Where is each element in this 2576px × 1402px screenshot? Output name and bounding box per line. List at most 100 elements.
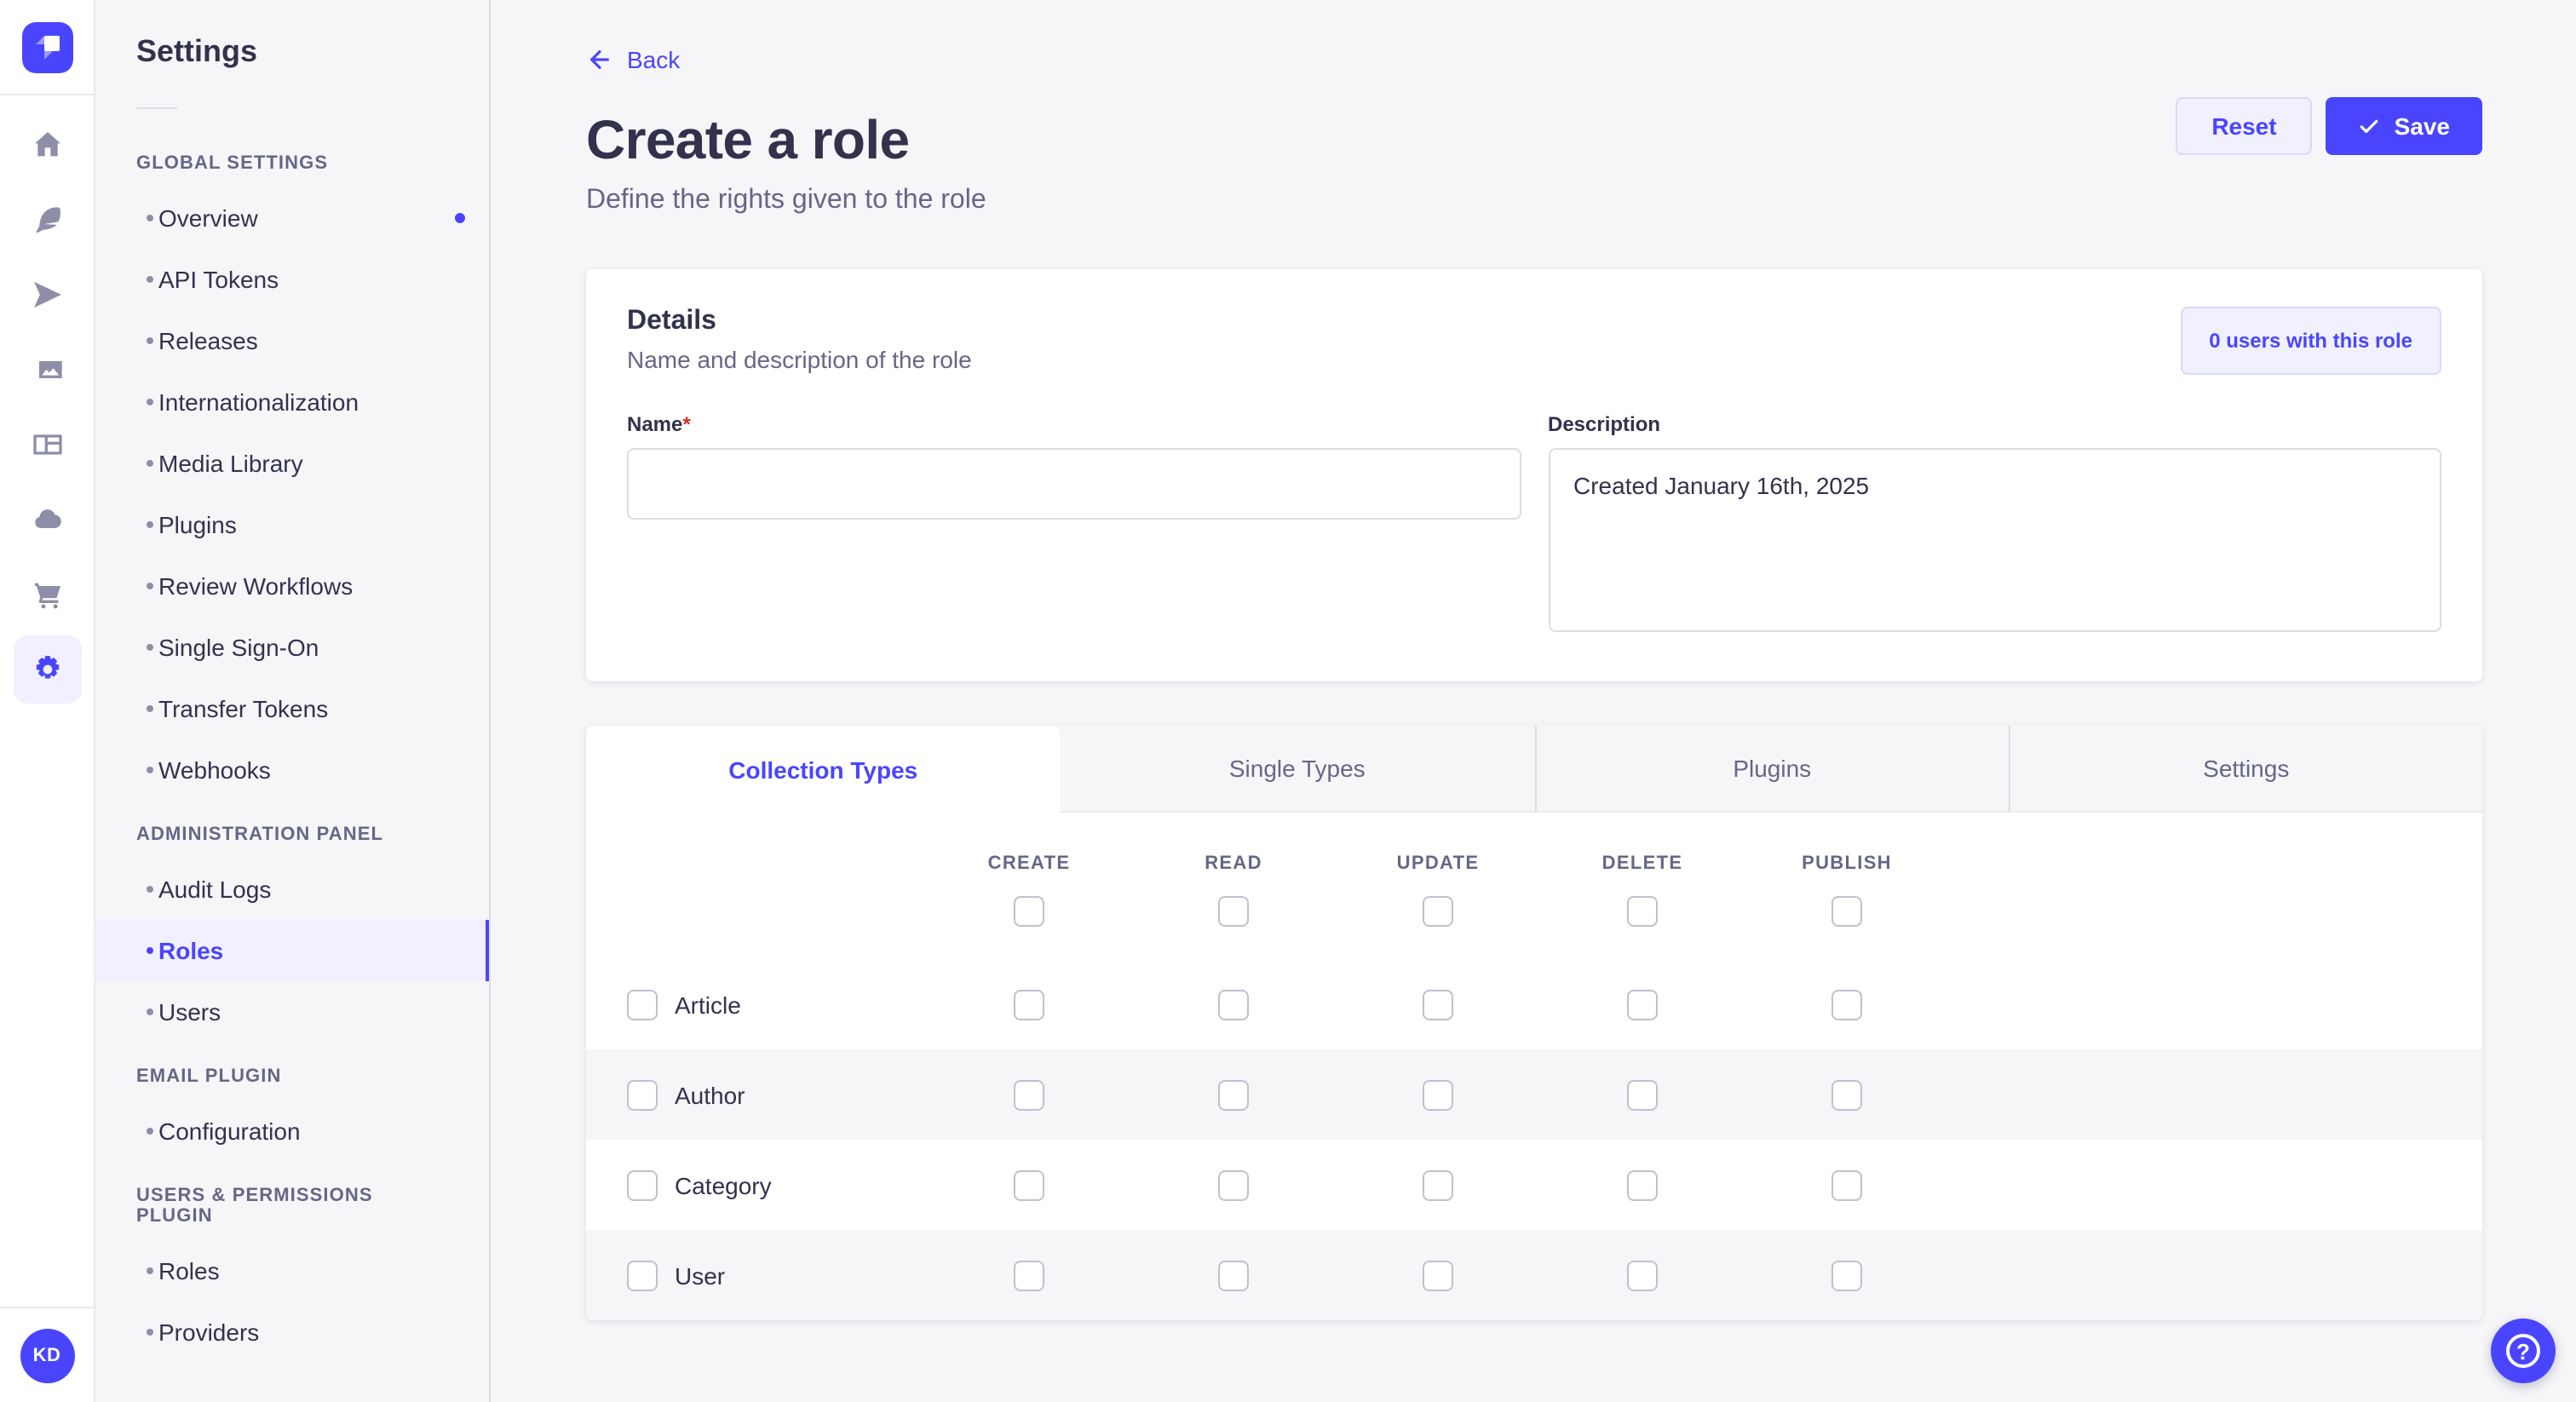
permission-checkbox-read[interactable] (1218, 1169, 1249, 1200)
permission-checkbox-update[interactable] (1423, 989, 1453, 1020)
page-subtitle: Define the rights given to the role (586, 186, 986, 215)
rail-icon-list (13, 95, 81, 1307)
table-row-category: Category (586, 1140, 2482, 1230)
sidebar-item-plugins[interactable]: Plugins (95, 494, 489, 555)
bullet-icon (147, 705, 153, 712)
select-all-publish-checkbox[interactable] (1831, 895, 1862, 926)
sidebar-item-api-tokens[interactable]: API Tokens (95, 249, 489, 310)
bullet-icon (147, 1267, 153, 1274)
column-header-delete: DELETE (1601, 853, 1683, 873)
permission-checkbox-delete[interactable] (1627, 1260, 1658, 1290)
notification-dot (455, 213, 465, 223)
rail-footer: KD (0, 1307, 95, 1402)
help-button[interactable]: ? (2491, 1319, 2556, 1383)
column-header-publish: PUBLISH (1802, 853, 1892, 873)
cloud-icon[interactable] (13, 486, 81, 554)
details-title: Details (627, 307, 716, 336)
tab-single-types[interactable]: Single Types (1228, 755, 1366, 782)
bullet-icon (147, 1128, 153, 1135)
sidebar-item-audit-logs[interactable]: Audit Logs (95, 859, 489, 920)
permission-checkbox-delete[interactable] (1627, 1169, 1658, 1200)
permission-checkbox-delete[interactable] (1627, 1079, 1658, 1110)
bullet-icon (147, 583, 153, 589)
row-select-all-checkbox[interactable] (627, 989, 658, 1020)
layout-panel-icon[interactable] (13, 411, 81, 479)
main-nav-rail: KD (0, 0, 95, 1402)
permission-checkbox-create[interactable] (1014, 989, 1044, 1020)
content-manager-feather-icon[interactable] (13, 186, 81, 254)
section-global-settings: GLOBAL SETTINGS (136, 153, 329, 174)
marketplace-cart-icon[interactable] (13, 560, 81, 629)
select-all-read-checkbox[interactable] (1218, 895, 1249, 926)
page-title: Create a role (586, 109, 910, 170)
sidebar-item-users[interactable]: Users (95, 981, 489, 1043)
tab-plugins[interactable]: Plugins (1534, 726, 2009, 811)
role-description-textarea[interactable]: Created January 16th, 2025 (1548, 448, 2441, 632)
sidebar-item-up-roles[interactable]: Roles (95, 1240, 489, 1301)
column-header-read: READ (1205, 853, 1262, 873)
permission-checkbox-publish[interactable] (1831, 1260, 1862, 1290)
select-all-update-checkbox[interactable] (1423, 895, 1453, 926)
permissions-card: Collection Types Single Types Plugins Se… (586, 726, 2482, 1320)
tab-settings[interactable]: Settings (2008, 726, 2483, 811)
bullet-icon (147, 215, 153, 221)
release-paper-plane-icon[interactable] (13, 261, 81, 329)
select-all-create-checkbox[interactable] (1014, 895, 1044, 926)
bullet-icon (147, 947, 153, 954)
row-label: Article (675, 991, 741, 1018)
table-row-article: Article (586, 959, 2482, 1049)
permission-checkbox-read[interactable] (1218, 1079, 1249, 1110)
permission-checkbox-read[interactable] (1218, 989, 1249, 1020)
row-select-all-checkbox[interactable] (627, 1260, 658, 1290)
sidebar-item-overview[interactable]: Overview (95, 187, 489, 249)
settings-gear-icon[interactable] (13, 635, 81, 704)
sidebar-item-single-sign-on[interactable]: Single Sign-On (95, 617, 489, 678)
permission-checkbox-read[interactable] (1218, 1260, 1249, 1290)
permission-checkbox-create[interactable] (1014, 1260, 1044, 1290)
row-label: User (675, 1261, 726, 1289)
bullet-icon (147, 521, 153, 528)
sidebar-item-media-library[interactable]: Media Library (95, 433, 489, 494)
bullet-icon (147, 1008, 153, 1015)
row-select-all-checkbox[interactable] (627, 1169, 658, 1200)
sidebar-item-webhooks[interactable]: Webhooks (95, 739, 489, 801)
permission-checkbox-publish[interactable] (1831, 1169, 1862, 1200)
select-all-delete-checkbox[interactable] (1627, 895, 1658, 926)
sidebar-item-roles-active[interactable]: Roles (95, 920, 489, 981)
permission-checkbox-delete[interactable] (1627, 989, 1658, 1020)
row-select-all-checkbox[interactable] (627, 1079, 658, 1110)
sidebar-item-configuration[interactable]: Configuration (95, 1100, 489, 1162)
user-avatar[interactable]: KD (20, 1328, 74, 1382)
sidebar-item-providers[interactable]: Providers (95, 1301, 489, 1363)
permission-checkbox-create[interactable] (1014, 1169, 1044, 1200)
bullet-icon (147, 1329, 153, 1336)
save-button[interactable]: Save (2326, 97, 2482, 155)
tab-collection-types[interactable]: Collection Types (586, 726, 1061, 813)
bullet-icon (147, 886, 153, 893)
bullet-icon (147, 460, 153, 467)
users-with-role-button[interactable]: 0 users with this role (2180, 307, 2441, 375)
permission-checkbox-publish[interactable] (1831, 1079, 1862, 1110)
permission-checkbox-update[interactable] (1423, 1169, 1453, 1200)
sidebar-item-transfer-tokens[interactable]: Transfer Tokens (95, 678, 489, 739)
strapi-logo[interactable] (21, 21, 72, 72)
permission-checkbox-update[interactable] (1423, 1260, 1453, 1290)
header-actions: Reset Save (2176, 97, 2482, 155)
subnav-divider (136, 107, 177, 109)
sidebar-item-releases[interactable]: Releases (95, 310, 489, 371)
bullet-icon (147, 276, 153, 283)
permission-checkbox-update[interactable] (1423, 1079, 1453, 1110)
role-name-input[interactable] (627, 448, 1521, 520)
sidebar-item-internationalization[interactable]: Internationalization (95, 371, 489, 433)
home-icon[interactable] (13, 111, 81, 179)
permission-checkbox-create[interactable] (1014, 1079, 1044, 1110)
sidebar-item-review-workflows[interactable]: Review Workflows (95, 555, 489, 617)
question-mark-icon: ? (2506, 1334, 2540, 1368)
reset-button[interactable]: Reset (2176, 97, 2313, 155)
back-link[interactable]: Back (586, 46, 680, 73)
permission-checkbox-publish[interactable] (1831, 989, 1862, 1020)
media-library-icon[interactable] (13, 336, 81, 404)
table-row-user: User (586, 1230, 2482, 1320)
settings-subnav: Settings GLOBAL SETTINGS Overview API To… (95, 0, 491, 1402)
